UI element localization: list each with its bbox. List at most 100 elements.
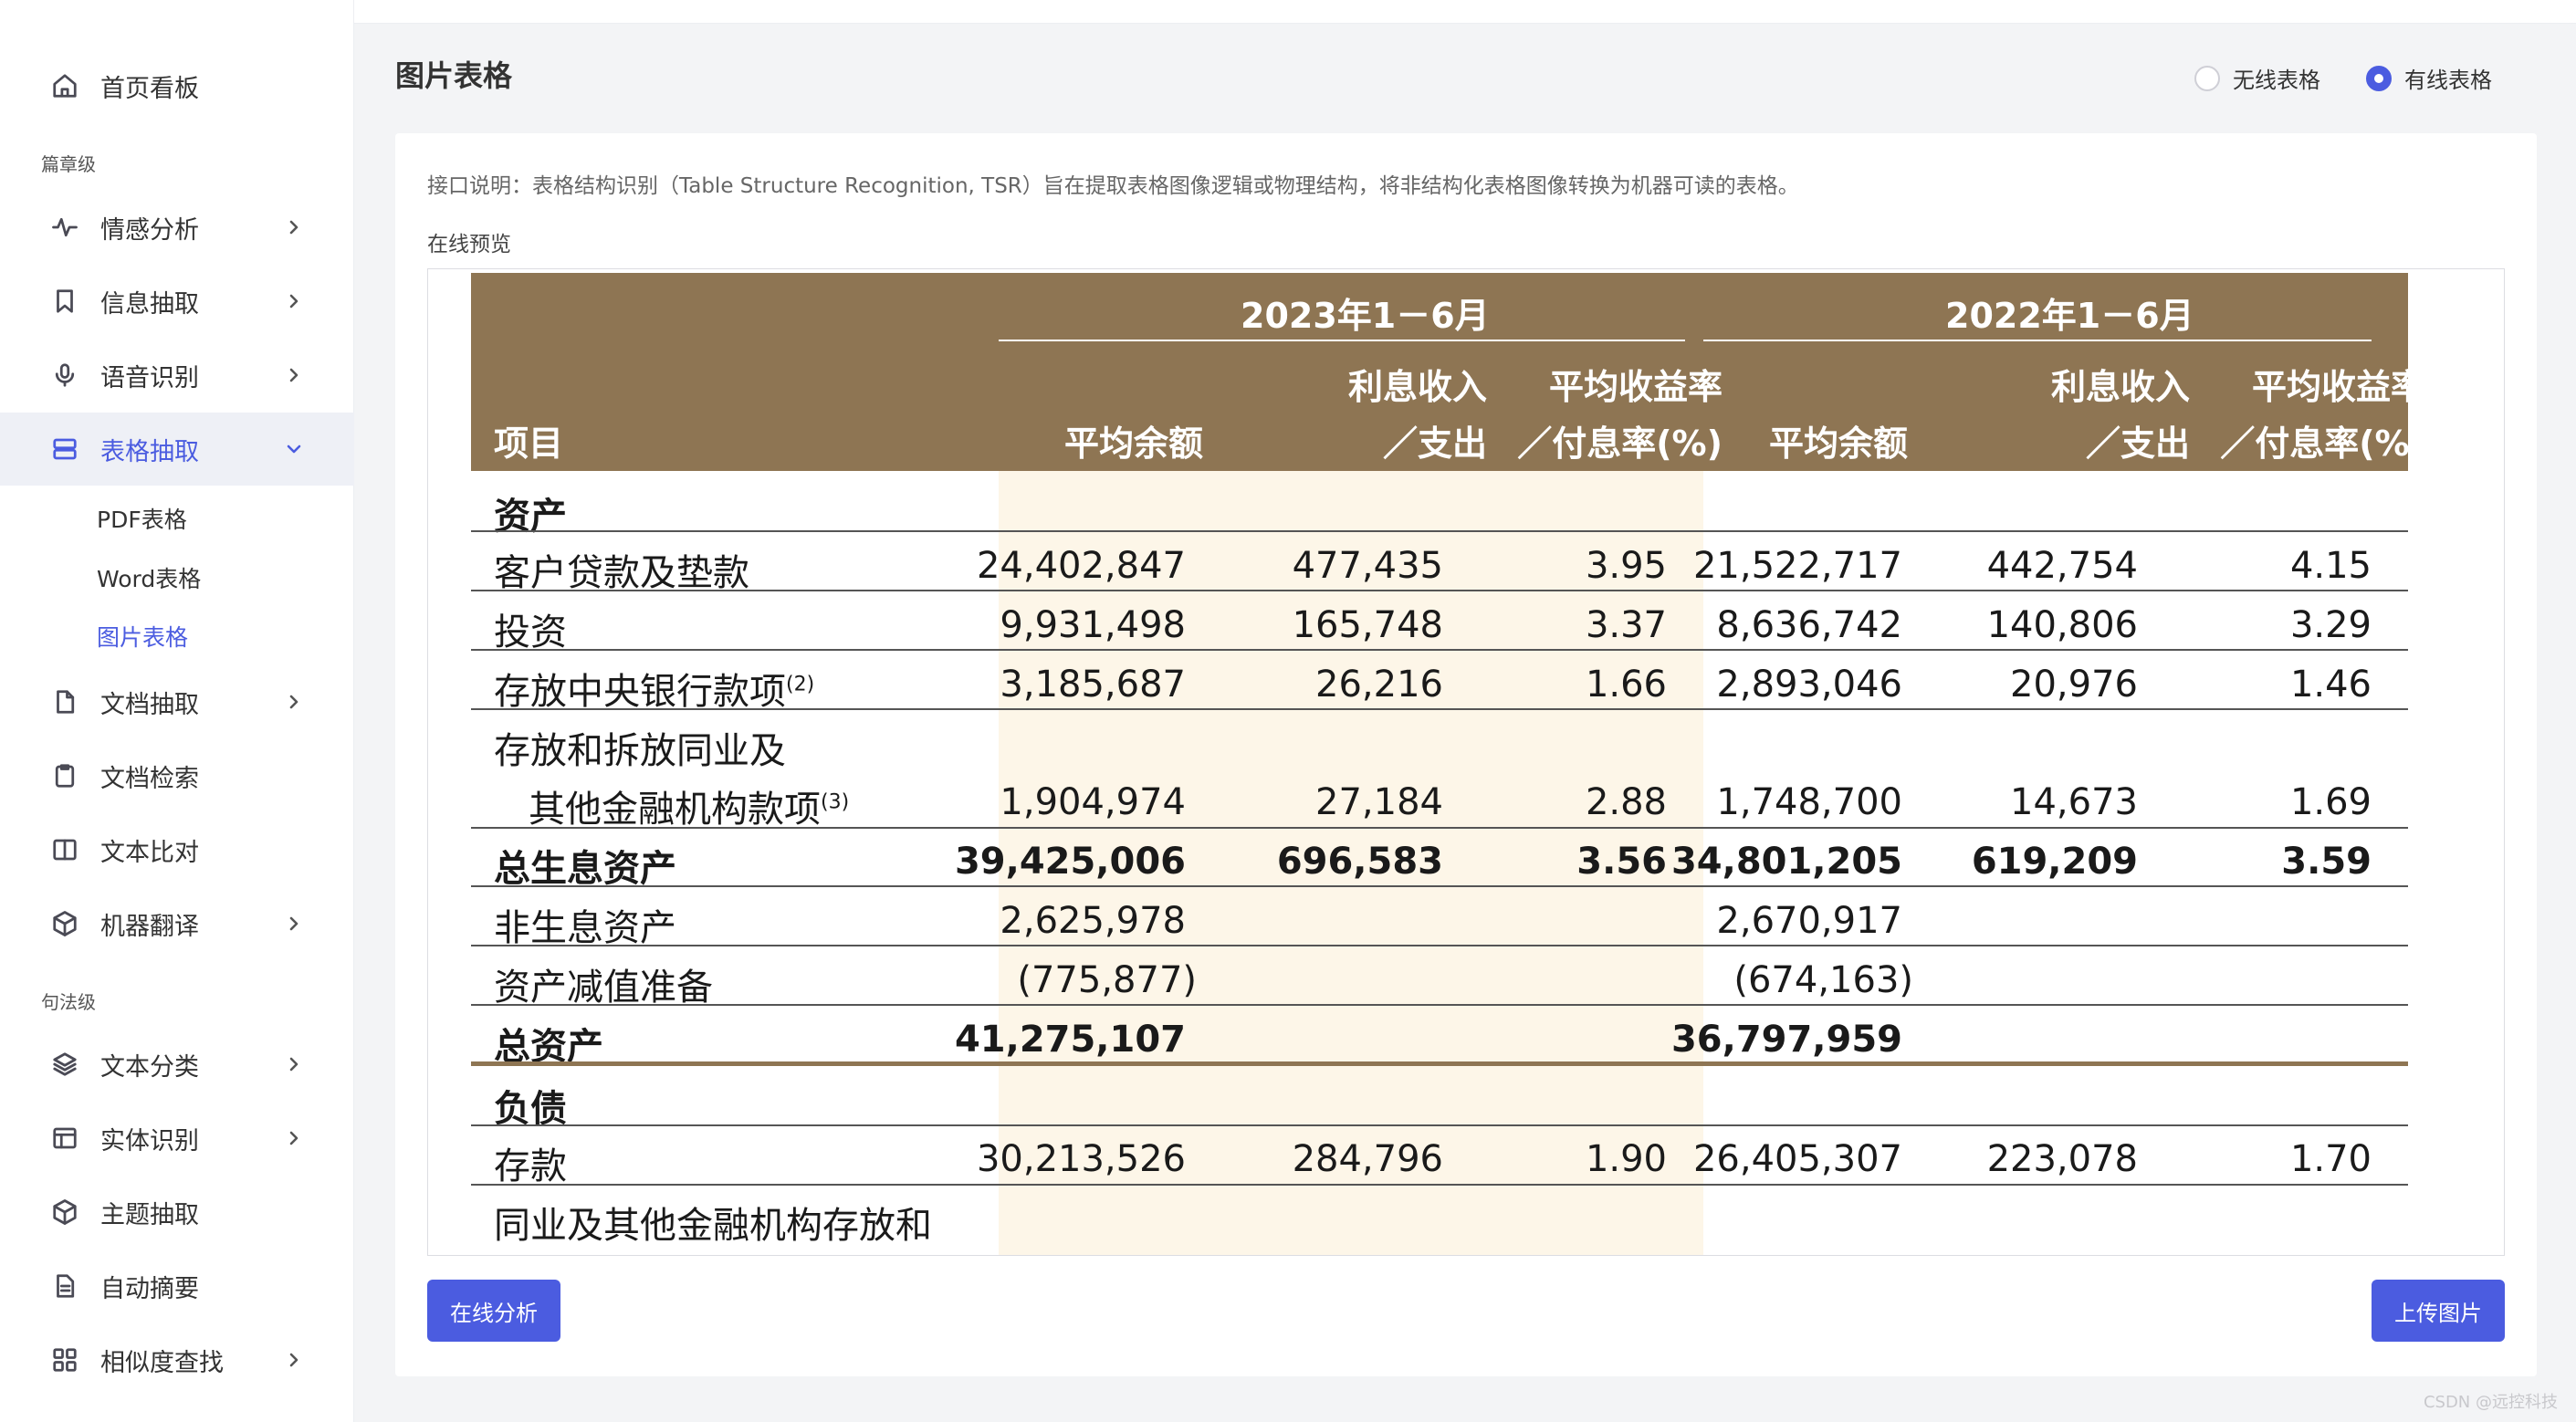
sub-item-word-table[interactable]: Word表格 bbox=[97, 566, 202, 592]
microphone-icon bbox=[49, 360, 80, 391]
nav-text-classify[interactable]: 文本分类 bbox=[0, 1028, 354, 1101]
nav-similarity-label: 相似度查找 bbox=[100, 1348, 224, 1377]
watermark: CSDN @远控科技 bbox=[2423, 1393, 2558, 1412]
table-icon bbox=[49, 434, 80, 465]
chevron-right-icon bbox=[285, 1351, 303, 1369]
header-group-2023: 2023年1－6月 bbox=[1241, 296, 1490, 336]
nav-ner-label: 实体识别 bbox=[100, 1126, 199, 1155]
nav-topic-extract-label: 主题抽取 bbox=[100, 1200, 199, 1229]
chevron-right-icon bbox=[285, 693, 303, 711]
row-divider bbox=[471, 885, 2408, 887]
columns-icon bbox=[49, 834, 80, 865]
radio-bordered-label: 有线表格 bbox=[2404, 68, 2492, 93]
file-text-icon bbox=[49, 1270, 80, 1302]
nav-machine-translation[interactable]: 机器翻译 bbox=[0, 887, 354, 960]
row-divider bbox=[471, 1124, 2408, 1126]
bookmark-icon bbox=[49, 286, 80, 317]
chevron-right-icon bbox=[285, 366, 303, 384]
chevron-right-icon bbox=[285, 292, 303, 310]
row-label: 总生息资产 bbox=[494, 848, 676, 890]
section-liabilities: 负债 bbox=[494, 1088, 567, 1130]
header-interest-2023-l1: 利息收入 bbox=[1347, 367, 1487, 407]
header-yield-2022-l2: ／付息率(%) bbox=[2220, 423, 2425, 464]
section-sentence-label: 句法级 bbox=[41, 991, 96, 1013]
row-label: 同业及其他金融机构存放和 bbox=[494, 1205, 932, 1247]
chevron-right-icon bbox=[285, 218, 303, 236]
sub-item-image-table[interactable]: 图片表格 bbox=[97, 624, 189, 651]
nav-speech[interactable]: 语音识别 bbox=[0, 339, 354, 412]
document-icon bbox=[49, 686, 80, 717]
header-item: 项目 bbox=[494, 423, 564, 464]
cube-network-icon bbox=[49, 908, 80, 939]
nav-text-compare[interactable]: 文本比对 bbox=[0, 813, 354, 886]
header-underline-2022 bbox=[1703, 340, 2372, 341]
footnote-marker: (3) bbox=[821, 790, 850, 814]
chevron-right-icon bbox=[285, 1129, 303, 1147]
header-interest-2023-l2: ／支出 bbox=[1382, 423, 1487, 464]
nav-doc-extract-label: 文档抽取 bbox=[100, 690, 199, 719]
nav-sentiment-label: 情感分析 bbox=[100, 215, 199, 245]
analyze-online-button[interactable]: 在线分析 bbox=[427, 1280, 560, 1342]
page-title: 图片表格 bbox=[395, 58, 513, 93]
header-yield-2023-l2: ／付息率(%) bbox=[1517, 423, 1723, 464]
radio-bordered-table[interactable]: 有线表格 bbox=[2366, 62, 2492, 94]
api-description: 接口说明：表格结构识别（Table Structure Recognition,… bbox=[427, 174, 1799, 198]
clipboard-icon bbox=[49, 760, 80, 791]
row-divider bbox=[471, 708, 2408, 710]
row-label: 客户贷款及垫款 bbox=[494, 552, 749, 594]
radio-borderless-table[interactable]: 无线表格 bbox=[2194, 62, 2320, 94]
upload-image-button[interactable]: 上传图片 bbox=[2372, 1280, 2505, 1342]
row-divider bbox=[471, 590, 2408, 591]
section-divider bbox=[471, 1061, 2408, 1066]
row-label-line2: 其他金融机构款项(3) bbox=[529, 789, 850, 831]
header-yield-2023-l1: 平均收益率 bbox=[1548, 367, 1723, 407]
radio-circle-checked[interactable] bbox=[2366, 65, 2392, 91]
nav-info-extract[interactable]: 信息抽取 bbox=[0, 265, 354, 338]
table-header-band bbox=[471, 273, 2408, 471]
top-bar bbox=[354, 0, 2576, 24]
footnote-marker: (2) bbox=[786, 673, 815, 696]
row-divider bbox=[471, 1184, 2408, 1186]
header-interest-2022-l1: 利息收入 bbox=[2050, 367, 2190, 407]
header-group-2022: 2022年1－6月 bbox=[1945, 296, 2194, 336]
row-label: 总资产 bbox=[494, 1026, 603, 1068]
row-label: 存放中央银行款项(2) bbox=[494, 671, 815, 713]
nav-home[interactable]: 首页看板 bbox=[0, 49, 354, 122]
row-divider bbox=[471, 827, 2408, 829]
row-label: 资产减值准备 bbox=[494, 967, 713, 1009]
row-label: 投资 bbox=[494, 612, 567, 653]
header-avg-balance-2023: 平均余额 bbox=[1064, 423, 1204, 464]
nav-text-compare-label: 文本比对 bbox=[100, 838, 199, 867]
chevron-right-icon bbox=[285, 915, 303, 933]
nav-auto-summary[interactable]: 自动摘要 bbox=[0, 1249, 354, 1323]
nav-machine-translation-label: 机器翻译 bbox=[100, 912, 199, 941]
preview-frame: 2023年1－6月 2022年1－6月 项目 平均余额 利息收入 ／支出 平均收… bbox=[427, 268, 2505, 1256]
nav-doc-search[interactable]: 文档检索 bbox=[0, 739, 354, 812]
nav-ner[interactable]: 实体识别 bbox=[0, 1102, 354, 1175]
nav-topic-extract[interactable]: 主题抽取 bbox=[0, 1176, 354, 1249]
chevron-right-icon bbox=[285, 1055, 303, 1073]
box-icon bbox=[49, 1197, 80, 1228]
row-divider bbox=[471, 1004, 2408, 1006]
row-divider bbox=[471, 530, 2408, 532]
sidebar: 首页看板 篇章级 情感分析 信息抽取 语音识别 表格抽取 PDF表格 Word表… bbox=[0, 0, 354, 1422]
row-label-line1: 存放和拆放同业及 bbox=[494, 730, 786, 772]
nav-similarity[interactable]: 相似度查找 bbox=[0, 1323, 354, 1396]
nav-info-extract-label: 信息抽取 bbox=[100, 289, 199, 319]
header-underline-2023 bbox=[999, 340, 1685, 341]
layout-icon bbox=[49, 1123, 80, 1154]
nav-table-extract[interactable]: 表格抽取 bbox=[0, 413, 354, 486]
nav-doc-search-label: 文档检索 bbox=[100, 764, 199, 793]
nav-sentiment[interactable]: 情感分析 bbox=[0, 191, 354, 264]
nav-speech-label: 语音识别 bbox=[100, 363, 199, 392]
grid-icon bbox=[49, 1344, 80, 1375]
nav-doc-extract[interactable]: 文档抽取 bbox=[0, 665, 354, 738]
nav-table-extract-label: 表格抽取 bbox=[100, 437, 199, 466]
preview-label: 在线预览 bbox=[427, 233, 511, 256]
nav-home-label: 首页看板 bbox=[100, 74, 199, 103]
header-interest-2022-l2: ／支出 bbox=[2085, 423, 2190, 464]
sub-item-pdf-table[interactable]: PDF表格 bbox=[97, 507, 187, 533]
section-chapter-label: 篇章级 bbox=[41, 153, 96, 175]
radio-circle[interactable] bbox=[2194, 65, 2220, 91]
row-label: 存款 bbox=[494, 1145, 567, 1187]
